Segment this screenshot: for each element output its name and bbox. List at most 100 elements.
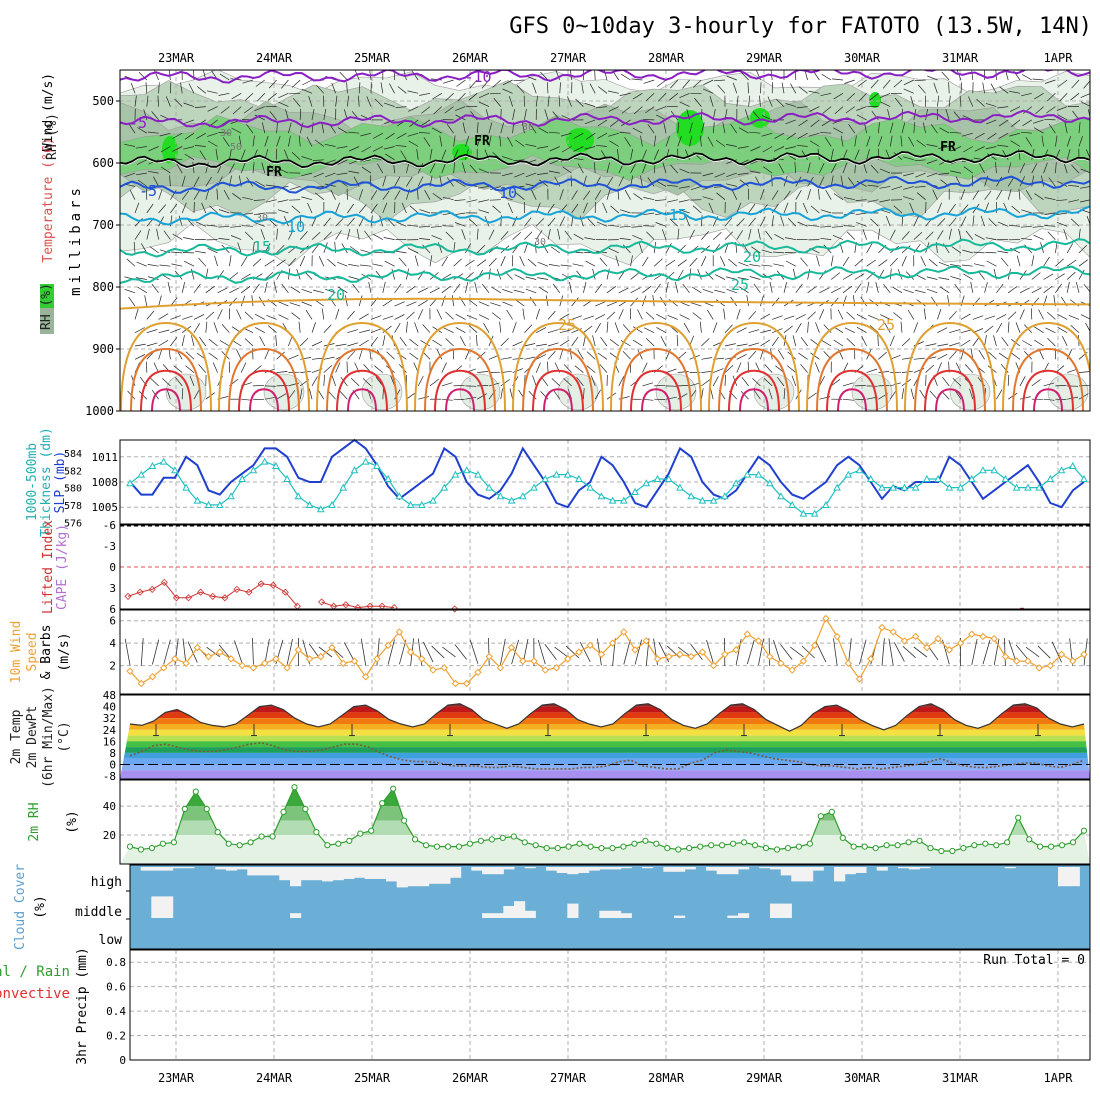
wind-barb xyxy=(587,352,595,360)
freezing-label: FR xyxy=(474,134,490,149)
lifted-tick-label: 0 xyxy=(109,561,116,574)
wind-barb xyxy=(1055,242,1057,253)
wind-barb xyxy=(260,336,265,346)
wind-barb xyxy=(926,365,934,373)
rh2m-unit: (%) xyxy=(65,810,80,833)
wind-barb xyxy=(395,284,402,293)
wind-barb xyxy=(844,80,854,84)
rh2m-point xyxy=(445,844,450,849)
cloud-row-label: high xyxy=(91,875,122,890)
slp-tick-label: 1005 xyxy=(92,501,119,514)
wind-barb xyxy=(209,339,218,346)
cloud-middle-cell xyxy=(610,911,621,918)
wind-barb xyxy=(725,344,736,346)
wind-barb xyxy=(890,336,894,346)
wind-barb xyxy=(677,335,678,346)
wind-barb xyxy=(623,325,630,333)
wind-barb xyxy=(278,302,288,306)
wind-barb xyxy=(760,340,769,346)
wind-barb xyxy=(300,256,305,266)
cloud-high-cell xyxy=(386,867,397,881)
rh2m-point xyxy=(829,809,834,814)
cloud-cover-cells xyxy=(130,865,1090,949)
wind-barb xyxy=(523,309,525,320)
wind-barb xyxy=(680,315,690,320)
rh2m-point xyxy=(654,841,659,846)
cloud-high-cell xyxy=(877,867,888,871)
wind10m-point xyxy=(677,651,683,657)
temp-band xyxy=(120,695,1090,701)
slp-line xyxy=(130,440,1084,507)
rh2m-point xyxy=(270,834,275,839)
thickness-line xyxy=(130,462,1084,514)
wind-barb xyxy=(406,302,416,306)
lifted-tick-label: 3 xyxy=(109,582,116,595)
wind-barb xyxy=(442,363,447,373)
wind-barb xyxy=(137,262,147,266)
wind-barb xyxy=(501,338,509,346)
precip-axis-title: 3hr Precip (mm) xyxy=(75,947,90,1064)
wind-barb xyxy=(359,349,362,360)
wind-barb xyxy=(265,260,274,266)
cloud-high-cell xyxy=(621,867,632,868)
wind-barb xyxy=(135,309,138,320)
wind-barb xyxy=(1091,123,1094,134)
wind10m-barb xyxy=(790,647,803,657)
wind-barb xyxy=(700,322,701,333)
wind-barb xyxy=(548,351,555,359)
wind-barb xyxy=(387,352,395,360)
rh2m-point xyxy=(511,834,516,839)
rh2m-point xyxy=(259,834,264,839)
wind-barb xyxy=(642,363,647,373)
temp2m-label-2: 2m DewPt xyxy=(25,706,40,769)
wind-barb xyxy=(920,390,926,399)
precip-total-rain-label: Total / Rain xyxy=(0,964,70,980)
rh2m-point xyxy=(676,847,681,852)
wind-barb xyxy=(313,290,324,293)
cloud-high-cell xyxy=(770,867,781,869)
wind-barb xyxy=(340,391,348,399)
wind-barb xyxy=(691,303,702,306)
wind-barb xyxy=(147,311,154,319)
wind-barb xyxy=(878,352,886,359)
cloud-middle-cell xyxy=(781,904,792,918)
wind-barb xyxy=(318,390,324,399)
wind10m-tick-label: 6 xyxy=(109,615,116,628)
wind-barb xyxy=(924,309,925,320)
wind-barb xyxy=(209,353,218,359)
cloud-high-cell xyxy=(354,867,365,878)
bottom-date-label: 26MAR xyxy=(452,1071,489,1085)
wind-barb xyxy=(890,258,897,266)
rh-max-blob xyxy=(869,92,881,108)
rh-contour-label: 30 xyxy=(534,237,546,248)
wind-barb xyxy=(583,335,585,346)
wind10m-panel: 642 10m Wind Speed & Barbs (m/s) xyxy=(9,610,1090,694)
rh2m-point xyxy=(489,837,494,842)
wind-barb xyxy=(513,341,523,346)
wind-barb xyxy=(548,311,555,319)
wind-barb xyxy=(312,322,316,332)
wind-barb xyxy=(815,362,819,372)
wind10m-gridlines xyxy=(120,610,1090,694)
wind-barb xyxy=(510,389,513,400)
wind-barb xyxy=(479,315,489,320)
isotherm-label: 10 xyxy=(287,218,305,236)
wind-barb xyxy=(631,273,640,280)
wind-barb xyxy=(843,399,854,400)
wind-barb xyxy=(152,284,159,293)
wind-barb xyxy=(489,258,497,266)
wind-barb xyxy=(867,369,877,373)
rh2m-point xyxy=(314,830,319,835)
wind-barb xyxy=(383,282,386,293)
wind-barb xyxy=(749,311,756,319)
wind-barb xyxy=(973,316,983,320)
wind-barb xyxy=(195,251,206,253)
bottom-date-label: 24MAR xyxy=(256,1071,293,1085)
wind10m-barb xyxy=(1016,645,1028,660)
cloud-high-cell xyxy=(1069,867,1080,886)
wind-barb xyxy=(737,363,741,373)
wind-barb xyxy=(536,344,547,346)
